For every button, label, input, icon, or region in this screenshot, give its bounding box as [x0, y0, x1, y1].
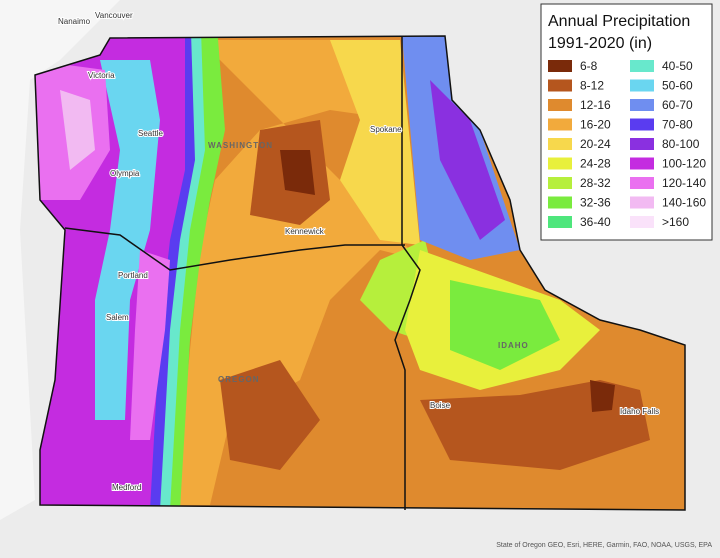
precip-zone [330, 40, 420, 245]
legend-title: 1991-2020 (in) [548, 35, 652, 52]
legend-swatch [630, 196, 654, 209]
legend-swatch [630, 60, 654, 72]
legend-swatch [630, 118, 654, 131]
precip-zone [590, 380, 615, 412]
place-label: Boise [430, 401, 451, 410]
legend-label: 140-160 [662, 196, 706, 210]
legend-label: 28-32 [580, 176, 611, 190]
legend: Annual Precipitation 1991-2020 (in) 6-8 8-1… [540, 3, 713, 241]
ocean [0, 0, 120, 520]
legend-label: 16-20 [580, 118, 611, 132]
legend-swatch [548, 196, 572, 209]
legend-label: 120-140 [662, 176, 706, 190]
legend-label: 8-12 [580, 79, 604, 93]
legend-swatch [548, 79, 572, 92]
legend-label: 20-24 [580, 137, 611, 151]
legend-swatch [548, 138, 572, 150]
place-label: Seattle [138, 129, 163, 138]
legend-swatch [630, 177, 654, 189]
precip-zone [130, 250, 170, 440]
state-label: IDAHO [498, 341, 529, 350]
legend-swatch [548, 60, 572, 72]
place-label: Medford [112, 483, 141, 492]
legend-label: >160 [662, 215, 689, 229]
legend-swatch [630, 138, 654, 150]
legend-swatch [548, 118, 572, 131]
precip-zone [60, 90, 95, 170]
legend-label: 60-70 [662, 98, 693, 112]
legend-label: 80-100 [662, 137, 700, 151]
legend-swatch [630, 157, 654, 170]
attribution: State of Oregon GEO, Esri, HERE, Garmin,… [496, 542, 712, 549]
legend-swatch [548, 157, 572, 170]
legend-label: 32-36 [580, 196, 611, 210]
precip-zone [280, 150, 315, 195]
state-label: WASHINGTON [208, 141, 273, 150]
legend-label: 36-40 [580, 215, 611, 229]
place-label: Portland [118, 271, 148, 280]
legend-label: 70-80 [662, 118, 693, 132]
legend-label: 50-60 [662, 79, 693, 93]
legend-label: 12-16 [580, 98, 611, 112]
legend-title: Annual Precipitation [548, 13, 690, 30]
legend-swatch [630, 216, 654, 228]
place-label: Spokane [370, 125, 402, 134]
precip-zone [430, 80, 505, 240]
state-label: OREGON [218, 375, 260, 384]
place-label: Kennewick [285, 227, 325, 236]
state-borders [34, 35, 686, 511]
place-label: Victoria [88, 71, 115, 80]
legend-swatch [630, 79, 654, 92]
precip-zone [220, 360, 320, 470]
legend-swatch [630, 99, 654, 111]
place-label: Nanaimo [58, 17, 91, 26]
legend-label: 6-8 [580, 59, 598, 73]
legend-label: 24-28 [580, 157, 611, 171]
legend-label: 100-120 [662, 157, 706, 171]
legend-label: 40-50 [662, 59, 693, 73]
legend-swatch [548, 216, 572, 228]
precip-zone [450, 280, 560, 370]
place-label: Idaho Falls [620, 407, 659, 416]
legend-swatch [548, 177, 572, 189]
legend-swatch [548, 99, 572, 111]
place-label: Olympia [110, 169, 140, 178]
place-label: Vancouver [95, 11, 133, 20]
place-label: Salem [106, 313, 129, 322]
